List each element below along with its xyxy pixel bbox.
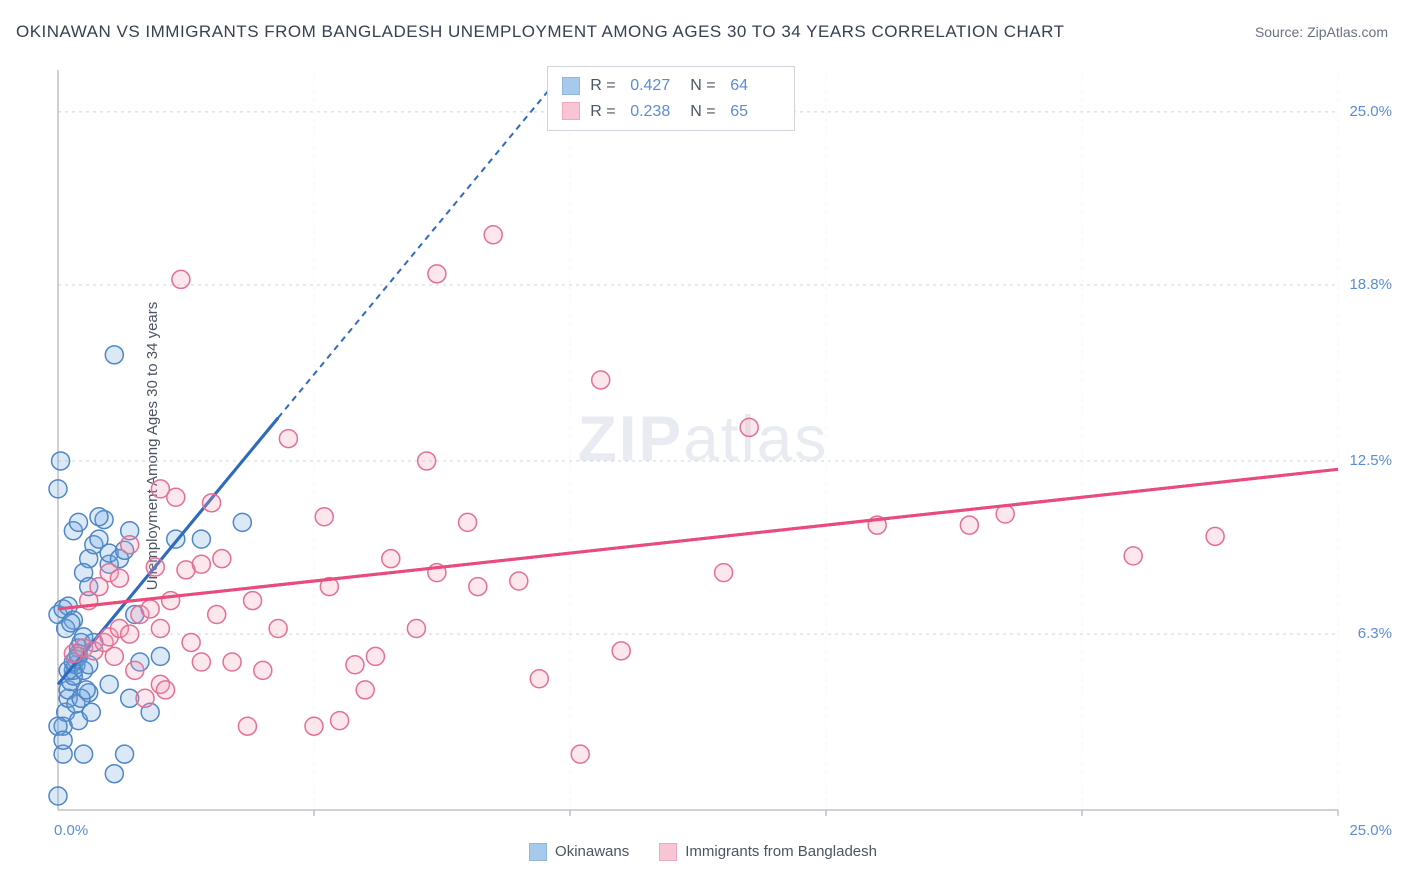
chart-title: OKINAWAN VS IMMIGRANTS FROM BANGLADESH U… (16, 22, 1065, 42)
legend-row: R = 0.238 N = 65 (562, 99, 780, 125)
x-start-label: 0.0% (54, 822, 88, 839)
legend-swatch (529, 843, 547, 861)
legend-swatch (562, 77, 580, 95)
y-tick-label: 6.3% (1358, 625, 1392, 642)
legend-item: Okinawans (529, 843, 629, 861)
r-label: R = (590, 99, 620, 125)
legend-row: R = 0.427 N = 64 (562, 73, 780, 99)
r-value: 0.427 (630, 73, 680, 99)
correlation-legend: R = 0.427 N = 64 R = 0.238 N = 65 (547, 66, 795, 131)
y-tick-label: 25.0% (1349, 103, 1392, 120)
legend-label: Immigrants from Bangladesh (685, 843, 877, 860)
x-end-label: 25.0% (1349, 822, 1392, 839)
y-tick-label: 12.5% (1349, 452, 1392, 469)
n-value: 65 (730, 99, 780, 125)
scatter-plot (48, 60, 1388, 850)
legend-swatch (659, 843, 677, 861)
legend-label: Okinawans (555, 843, 629, 860)
n-value: 64 (730, 73, 780, 99)
y-tick-label: 18.8% (1349, 276, 1392, 293)
legend-bottom: Okinawans Immigrants from Bangladesh (529, 818, 877, 886)
r-value: 0.238 (630, 99, 680, 125)
n-label: N = (690, 73, 720, 99)
legend-item: Immigrants from Bangladesh (659, 843, 877, 861)
r-label: R = (590, 73, 620, 99)
n-label: N = (690, 99, 720, 125)
legend-swatch (562, 102, 580, 120)
source-attribution: Source: ZipAtlas.com (1255, 24, 1388, 40)
